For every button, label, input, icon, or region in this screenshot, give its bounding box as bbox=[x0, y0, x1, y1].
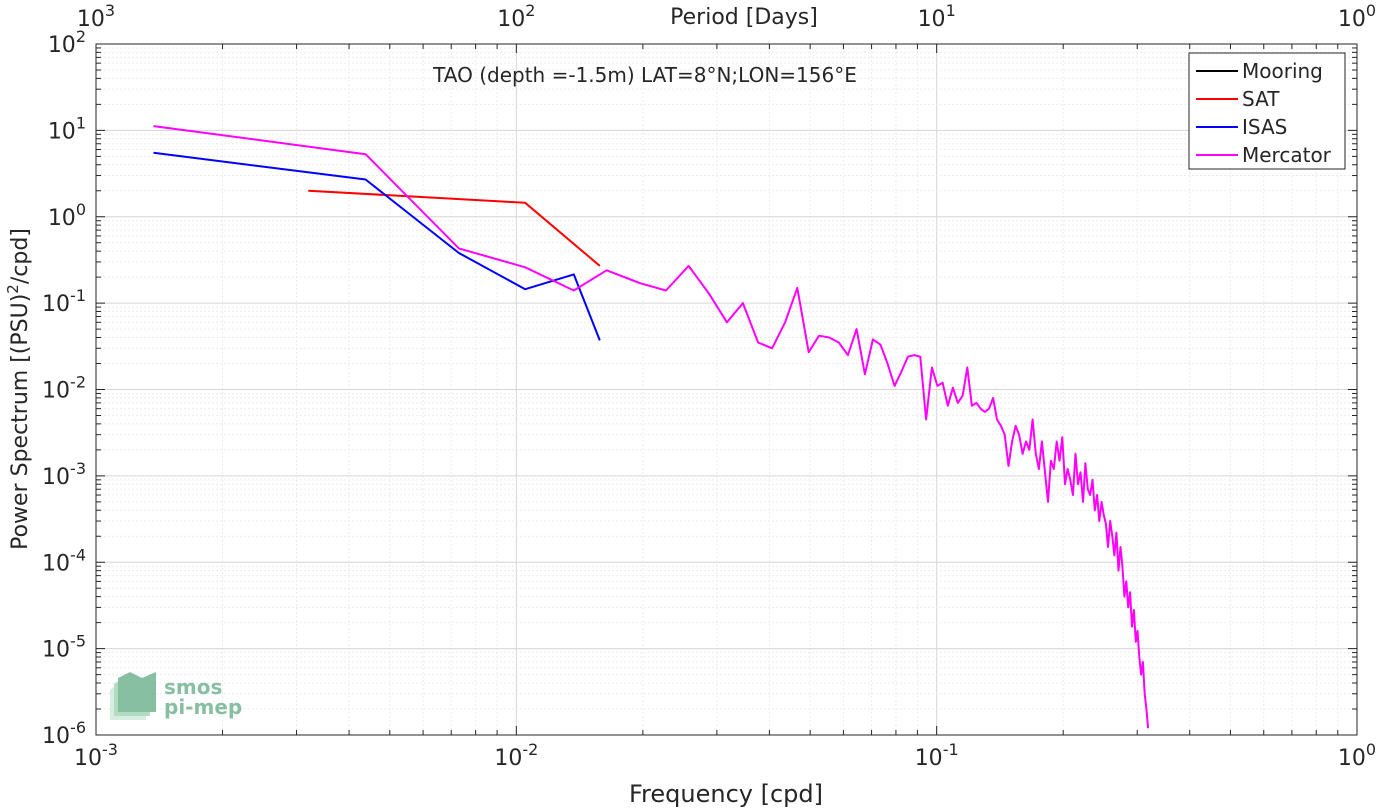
legend-box bbox=[1188, 52, 1346, 170]
y-axis-label-sup: 2 bbox=[4, 284, 22, 294]
x2-axis-label: Period [Days] bbox=[670, 5, 818, 30]
x2-tick-label: 102 bbox=[497, 1, 535, 32]
legend-label-mercator: Mercator bbox=[1242, 143, 1332, 167]
legend: Mooring SAT ISAS Mercator bbox=[1188, 52, 1346, 170]
y-axis-label-tail: /cpd] bbox=[8, 228, 33, 284]
y-tick-label: 10-3 bbox=[42, 459, 86, 490]
series-line-isas bbox=[153, 151, 601, 341]
series-line-sat bbox=[308, 189, 601, 267]
smos-pi-mep-logo: smos pi-mep bbox=[110, 672, 242, 720]
logo-text-pi-mep: pi-mep bbox=[164, 695, 242, 719]
series-line-mercator bbox=[153, 125, 1150, 729]
x-axis-label: Frequency [cpd] bbox=[629, 780, 823, 808]
x2-tick-label: 103 bbox=[77, 1, 115, 32]
x-tick-label: 10-3 bbox=[74, 740, 118, 771]
y-tick-label: 10-5 bbox=[42, 632, 86, 663]
series-layer bbox=[153, 125, 1150, 729]
chart-title: TAO (depth =-1.5m) LAT=8°N;LON=156°E bbox=[432, 63, 857, 87]
y-tick-label: 10-2 bbox=[42, 373, 86, 404]
y-tick-label: 101 bbox=[48, 113, 86, 144]
y-axis-label: Power Spectrum [(PSU)2/cpd] bbox=[4, 228, 33, 550]
x-tick-label: 10-1 bbox=[915, 740, 959, 771]
x2-tick-label: 101 bbox=[918, 1, 956, 32]
x-tick-label: 100 bbox=[1338, 740, 1376, 771]
y-tick-label: 10-4 bbox=[42, 545, 86, 576]
logo-text-smos: smos bbox=[164, 675, 222, 699]
legend-label-sat: SAT bbox=[1242, 87, 1280, 111]
grid bbox=[95, 44, 1357, 736]
legend-label-isas: ISAS bbox=[1242, 115, 1287, 139]
x-tick-label: 10-2 bbox=[494, 740, 538, 771]
y-axis-label-main: Power Spectrum [(PSU) bbox=[8, 294, 33, 550]
x2-tick-label: 100 bbox=[1338, 1, 1376, 32]
y-tick-label: 10-1 bbox=[42, 286, 86, 317]
tick-marks bbox=[95, 44, 1357, 736]
y-tick-label: 100 bbox=[48, 200, 86, 231]
y-tick-label: 10-6 bbox=[42, 718, 86, 749]
legend-label-mooring: Mooring bbox=[1242, 59, 1323, 83]
y-tick-label: 102 bbox=[48, 27, 86, 58]
